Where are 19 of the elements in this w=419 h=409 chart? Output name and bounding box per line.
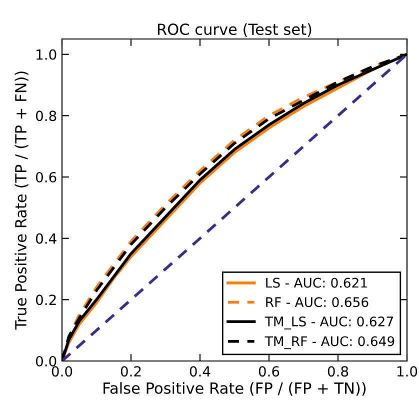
x-tick-label: 0.2 — [120, 366, 141, 377]
x-tick-label: 1.0 — [397, 366, 418, 377]
legend-label: LS - AUC: 0.621 — [266, 278, 367, 288]
y-tick-label: 0.2 — [36, 294, 56, 306]
legend-label: TM_RF - AUC: 0.649 — [264, 336, 394, 350]
y-tick-label: 0.0 — [36, 356, 56, 366]
y-tick-label: 1.0 — [36, 49, 56, 60]
legend-label: RF - AUC: 0.656 — [266, 297, 368, 308]
y-tick-label: 0.8 — [36, 110, 56, 122]
x-tick-label: 0.0 — [52, 366, 72, 377]
x-tick-label: 0.6 — [258, 366, 280, 377]
x-tick-label: 0.8 — [328, 366, 348, 377]
y-axis-title: True Positive Rate (TP / (TP + FN)) — [14, 72, 28, 330]
legend-label: TM_LS - AUC: 0.627 — [264, 316, 393, 330]
x-axis-title: False Positive Rate (FP / (FP + TN)) — [104, 382, 366, 396]
y-tick-label: 0.6 — [36, 172, 56, 182]
x-tick-label: 0.4 — [190, 366, 210, 377]
chart-title: ROC curve (Test set) — [158, 23, 312, 37]
y-tick-label: 0.4 — [36, 233, 56, 244]
